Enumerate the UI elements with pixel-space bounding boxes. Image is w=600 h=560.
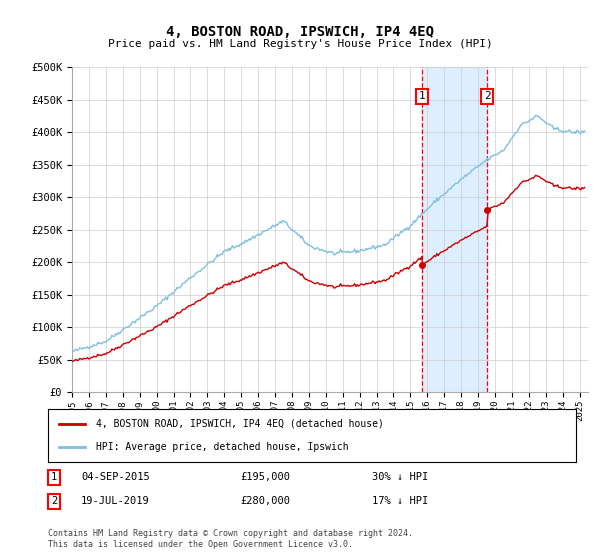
Text: 4, BOSTON ROAD, IPSWICH, IP4 4EQ: 4, BOSTON ROAD, IPSWICH, IP4 4EQ: [166, 25, 434, 39]
Text: 04-SEP-2015: 04-SEP-2015: [81, 472, 150, 482]
Bar: [422, 67, 487, 392]
Text: 30% ↓ HPI: 30% ↓ HPI: [372, 472, 428, 482]
Text: 19-JUL-2019: 19-JUL-2019: [81, 496, 150, 506]
Text: HPI: Average price, detached house, Ipswich: HPI: Average price, detached house, Ipsw…: [95, 442, 348, 452]
Text: £280,000: £280,000: [240, 496, 290, 506]
Text: 4, BOSTON ROAD, IPSWICH, IP4 4EQ (detached house): 4, BOSTON ROAD, IPSWICH, IP4 4EQ (detach…: [95, 419, 383, 429]
Text: 2: 2: [484, 91, 491, 101]
Text: Price paid vs. HM Land Registry's House Price Index (HPI): Price paid vs. HM Land Registry's House …: [107, 39, 493, 49]
Text: £195,000: £195,000: [240, 472, 290, 482]
Text: 1: 1: [51, 472, 57, 482]
Text: 2: 2: [51, 496, 57, 506]
Text: 1: 1: [418, 91, 425, 101]
Text: 17% ↓ HPI: 17% ↓ HPI: [372, 496, 428, 506]
Text: Contains HM Land Registry data © Crown copyright and database right 2024.
This d: Contains HM Land Registry data © Crown c…: [48, 529, 413, 549]
